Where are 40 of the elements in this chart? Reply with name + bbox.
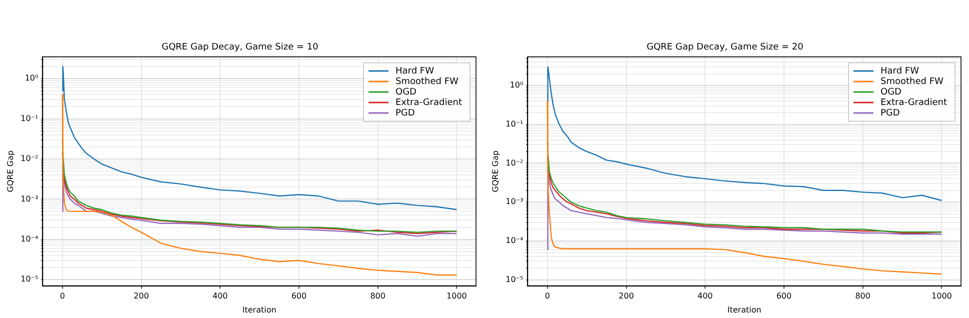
legend-label: Extra-Gradient <box>880 98 948 108</box>
y-axis-title: GQRE Gap <box>490 150 500 192</box>
legend-label: PGD <box>395 108 415 118</box>
chart-title: GQRE Gap Decay, Game Size = 20 <box>646 42 804 53</box>
x-tick-label: 1000 <box>932 292 952 301</box>
x-tick-label: 200 <box>134 292 149 301</box>
y-tick-label: 10⁻¹ <box>20 114 38 123</box>
legend-label: Smoothed FW <box>395 76 459 87</box>
legend-label: OGD <box>880 87 902 98</box>
legend-label: Hard FW <box>395 66 434 76</box>
x-tick-label: 600 <box>291 292 307 301</box>
legend-label: Extra-Gradient <box>395 98 462 108</box>
legend-label: OGD <box>395 87 417 98</box>
x-tick-label: 400 <box>697 292 713 301</box>
legend-label: Hard FW <box>880 66 920 76</box>
y-tick-label: 10⁻² <box>20 154 38 164</box>
x-tick-label: 200 <box>618 292 634 301</box>
x-axis-title: Iteration <box>727 305 762 314</box>
legend-label: PGD <box>880 108 900 118</box>
x-tick-label: 400 <box>212 292 228 301</box>
x-axis-title: Iteration <box>242 305 276 314</box>
chart-title: GQRE Gap Decay, Game Size = 10 <box>162 42 319 53</box>
x-tick-label: 1000 <box>446 292 467 301</box>
y-tick-label: 10⁻⁵ <box>506 274 524 284</box>
y-tick-label: 10⁰ <box>24 74 38 83</box>
y-tick-label: 10⁻¹ <box>506 119 524 128</box>
x-tick-label: 0 <box>60 292 65 301</box>
y-tick-label: 10⁻⁴ <box>506 236 524 246</box>
y-tick-label: 10⁻³ <box>506 197 524 206</box>
y-tick-label: 10⁻³ <box>20 194 38 204</box>
x-tick-label: 800 <box>370 292 386 301</box>
x-tick-label: 0 <box>544 292 550 301</box>
y-tick-label: 10⁻⁵ <box>20 274 38 284</box>
x-tick-label: 600 <box>776 292 792 301</box>
y-tick-label: 10⁻⁴ <box>20 234 38 244</box>
y-tick-label: 10⁰ <box>510 80 524 90</box>
y-tick-label: 10⁻² <box>506 158 524 168</box>
y-axis-title: GQRE Gap <box>6 150 15 192</box>
legend-label: Smoothed FW <box>880 76 944 87</box>
x-tick-label: 800 <box>855 292 870 301</box>
